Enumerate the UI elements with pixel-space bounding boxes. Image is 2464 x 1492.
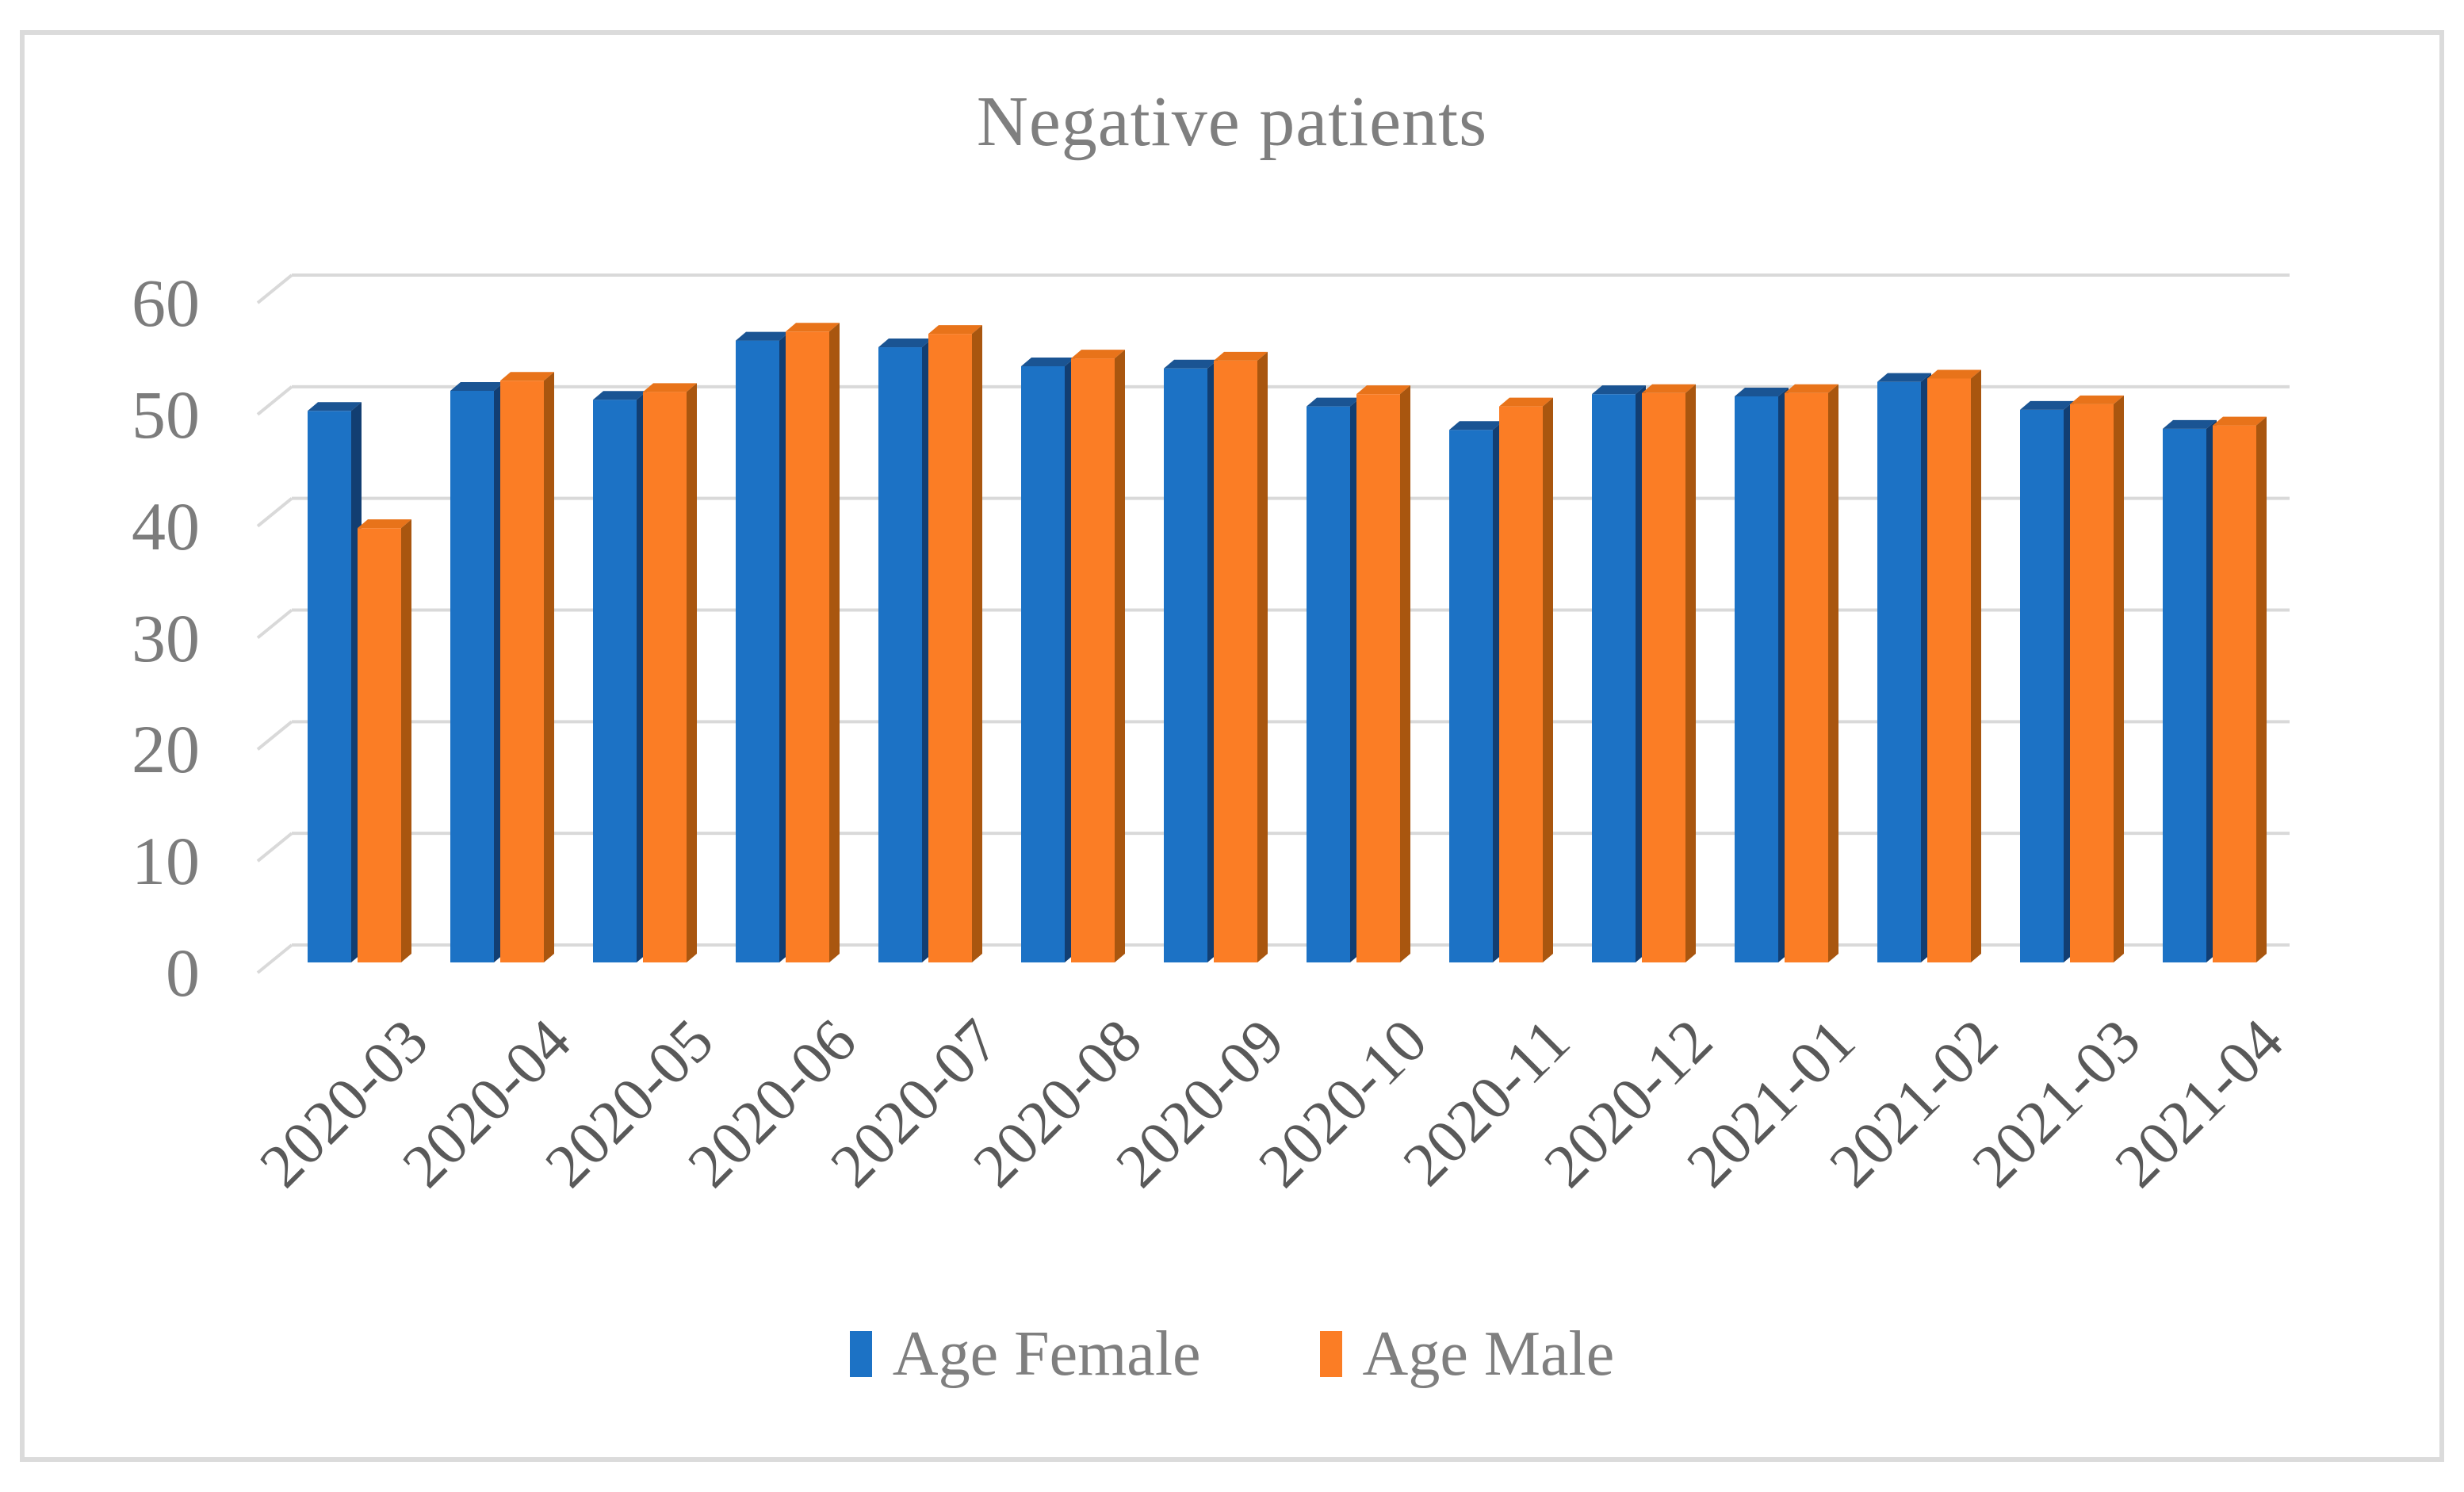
bar-female-2020-07 [878, 339, 932, 962]
chart-title: Negative patients [976, 82, 1488, 161]
bar-male-2020-06 [786, 323, 840, 962]
bar-male-2021-04 [2213, 416, 2267, 962]
y-axis-tick-label-50: 50 [132, 376, 200, 453]
bar-female-2020-05 [593, 391, 647, 962]
bar-male-2021-01 [1785, 384, 1838, 963]
bar-female-2021-02 [1877, 373, 1931, 963]
bar-male-2020-09 [1214, 351, 1268, 963]
bar-female-2020-03 [308, 402, 362, 962]
gridline-depth-tick-60 [256, 274, 293, 304]
gridline-depth-tick-0 [256, 943, 293, 974]
legend-label-age-female: Age Female [892, 1319, 1201, 1389]
bar-female-2021-04 [2163, 419, 2217, 962]
y-axis-tick-label-20: 20 [132, 711, 200, 788]
bar-male-2020-04 [500, 372, 554, 962]
y-axis-tick-label-30: 30 [132, 599, 200, 676]
bar-female-2020-12 [1592, 385, 1646, 962]
bar-female-2021-01 [1735, 387, 1789, 962]
gridline-depth-tick-30 [256, 608, 293, 640]
legend-label-age-male: Age Male [1362, 1319, 1615, 1389]
bar-female-2020-06 [736, 331, 790, 962]
gridline-depth-tick-20 [256, 720, 293, 751]
bar-male-2020-10 [1356, 385, 1410, 962]
gridlines [256, 274, 2290, 974]
bar-female-2020-11 [1449, 421, 1503, 962]
y-axis-tick-label-40: 40 [132, 488, 200, 564]
y-axis-tick-label-60: 60 [132, 265, 200, 342]
bar-female-2020-09 [1164, 359, 1218, 962]
bar-male-2021-02 [1927, 369, 1981, 962]
gridline-depth-tick-10 [256, 832, 293, 863]
bar-female-2021-03 [2020, 400, 2074, 963]
legend-item-age-female: Age Female [849, 1319, 1201, 1389]
gridline-depth-tick-40 [256, 497, 293, 528]
bar-female-2020-04 [450, 381, 504, 962]
bar-male-2020-08 [1071, 350, 1125, 962]
y-axis-tick-label-10: 10 [132, 823, 200, 900]
bar-male-2020-12 [1642, 384, 1696, 963]
bar-male-2021-03 [2070, 395, 2124, 963]
bar-female-2020-08 [1021, 357, 1075, 963]
bar-male-2020-11 [1499, 397, 1553, 962]
gridline-depth-tick-50 [256, 385, 293, 416]
bar-female-2020-10 [1307, 397, 1360, 962]
legend-swatch-male [1319, 1331, 1342, 1377]
legend-item-age-male: Age Male [1319, 1319, 1615, 1389]
bar-male-2020-07 [928, 325, 982, 963]
legend-swatch-female [849, 1331, 872, 1377]
legend: Age Female Age Male [0, 1322, 2464, 1386]
bar-male-2020-03 [358, 519, 411, 962]
bars [308, 323, 2267, 963]
y-axis-tick-label-0: 0 [166, 935, 200, 1011]
bar-male-2020-05 [643, 383, 697, 962]
